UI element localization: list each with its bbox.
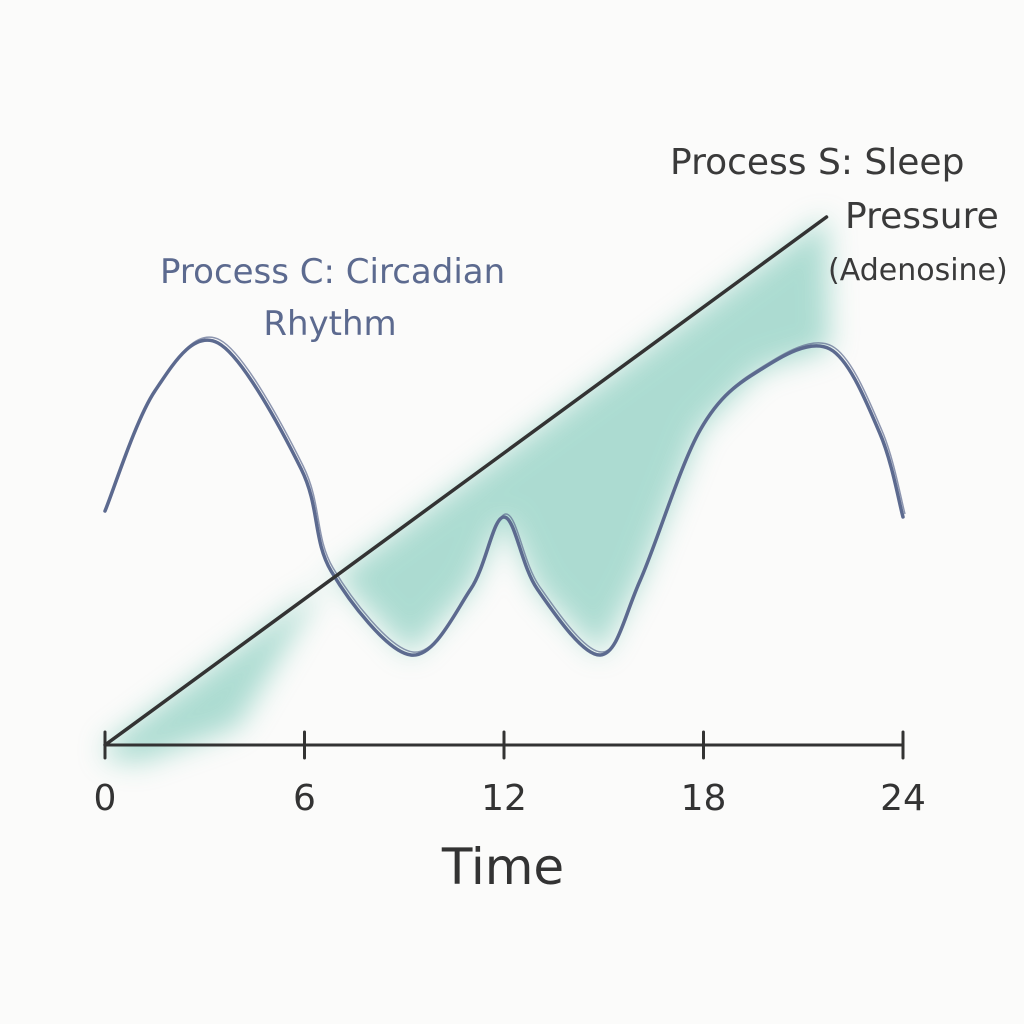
process-c-label-line1: Process C: Circadian xyxy=(160,252,506,292)
x-tick-label: 18 xyxy=(680,778,727,819)
x-tick-label: 24 xyxy=(880,778,926,819)
process-s-label-line3: (Adenosine) xyxy=(828,253,1008,288)
process-c-label: Process C: Circadian Rhythm xyxy=(160,246,506,350)
process-c-curve xyxy=(103,338,905,657)
process-c-label-line2: Rhythm xyxy=(263,304,397,344)
process-s-label-line2: Pressure xyxy=(845,196,999,237)
x-axis-label: Time xyxy=(441,838,565,896)
x-tick-label: 12 xyxy=(481,778,527,819)
x-tick-label: 0 xyxy=(93,778,117,819)
process-s-label-line1: Process S: Sleep xyxy=(670,142,965,183)
x-tick-label: 6 xyxy=(293,778,316,819)
sleep-pressure-shading xyxy=(105,217,830,763)
process-s-line xyxy=(103,215,829,747)
process-c-curve-sketch xyxy=(106,336,906,653)
